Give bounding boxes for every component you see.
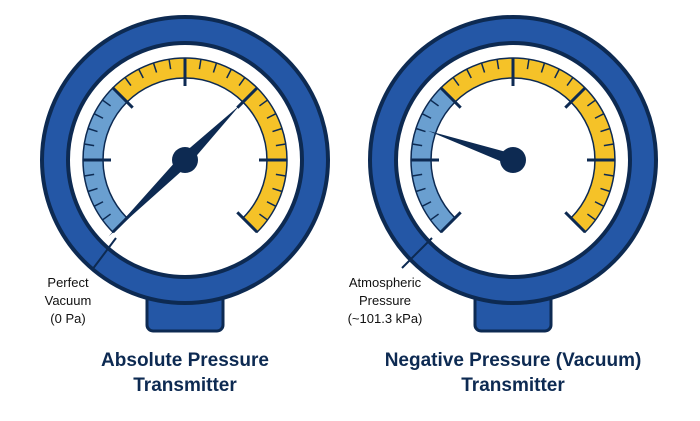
dial-tick [600, 127, 611, 133]
dial-tick [111, 86, 134, 109]
gauge-title: Transmitter [133, 375, 237, 396]
dial-tick [430, 99, 440, 107]
dial-tick [266, 201, 277, 207]
dial-tick [93, 201, 104, 207]
dial-tick [226, 68, 232, 79]
dial-tick [430, 213, 440, 221]
dial-tick [421, 113, 432, 119]
dial-tick [102, 99, 112, 107]
dial-tick [439, 211, 462, 234]
dial-tick [540, 62, 546, 73]
dial-tick [586, 213, 596, 221]
annotation: (0 Pa) [50, 311, 85, 326]
dial-tick [272, 127, 283, 133]
annotation: Atmospheric [349, 275, 422, 290]
dial-tick [566, 77, 574, 87]
dial-tick [452, 77, 460, 87]
dial-tick [439, 86, 462, 109]
dial-tick [258, 99, 268, 107]
dial-tick [124, 77, 132, 87]
dial-tick [586, 99, 596, 107]
dial-tick [152, 62, 158, 73]
dial-tick [198, 59, 202, 70]
dial-tick [554, 68, 560, 79]
dial-tick [84, 143, 95, 147]
dial-tick [236, 86, 259, 109]
annotation: (~101.3 kPa) [348, 311, 423, 326]
dial-tick [275, 143, 286, 147]
needle [108, 104, 241, 237]
dial-tick [496, 59, 500, 70]
dial-tick [421, 201, 432, 207]
dial-tick [272, 187, 283, 193]
needle-hub [172, 147, 198, 173]
dial-tick [526, 59, 530, 70]
dial-tick [84, 173, 95, 177]
dial-tick [603, 143, 614, 147]
gauge-title: Transmitter [461, 375, 565, 396]
dial-tick [412, 173, 423, 177]
dial-tick [415, 127, 426, 133]
dial-tick [600, 187, 611, 193]
annotation: Vacuum [45, 293, 92, 308]
dial-tick [93, 113, 104, 119]
dial-tick [266, 113, 277, 119]
dial-tick [594, 201, 605, 207]
annotation: Pressure [359, 293, 411, 308]
needle [427, 130, 515, 166]
dial-tick [275, 173, 286, 177]
dial-tick [138, 68, 144, 79]
dial-tick [168, 59, 172, 70]
dial-tick [564, 86, 587, 109]
needle-hub [500, 147, 526, 173]
gauge-title: Negative Pressure (Vacuum) [385, 350, 642, 371]
dial-tick [466, 68, 472, 79]
dial-tick [412, 143, 423, 147]
dial-tick [415, 187, 426, 193]
dial-tick [212, 62, 218, 73]
dial-tick [236, 211, 259, 234]
dial-tick [603, 173, 614, 177]
dial-tick [87, 187, 98, 193]
dial-tick [238, 77, 246, 87]
dial-tick [102, 213, 112, 221]
dial-tick [594, 113, 605, 119]
dial-tick [87, 127, 98, 133]
dial-tick [480, 62, 486, 73]
dial-tick [564, 211, 587, 234]
gauge-title: Absolute Pressure [101, 350, 269, 371]
dial-tick [258, 213, 268, 221]
annotation: Perfect [47, 275, 89, 290]
leader-line [401, 237, 433, 269]
leader-line [91, 237, 117, 271]
